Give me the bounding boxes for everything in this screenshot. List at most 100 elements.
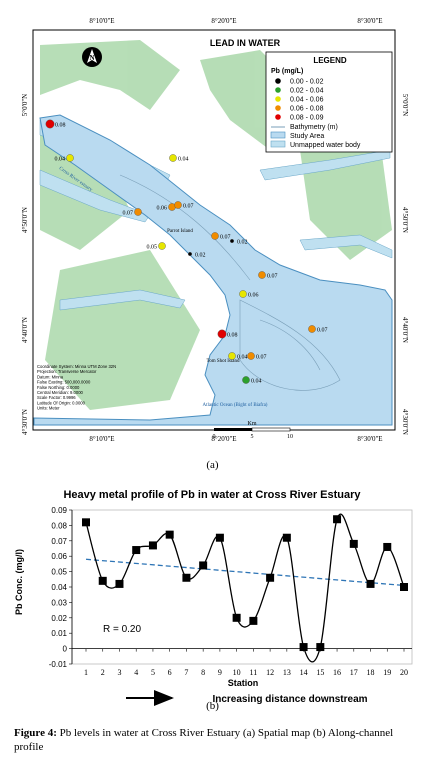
data-point <box>132 546 141 555</box>
station-label: 0.08 <box>227 333 238 339</box>
bathymetry-contours <box>119 174 341 391</box>
station-marker <box>242 376 250 384</box>
caption-label: Figure 4: <box>14 727 57 739</box>
x-tick-label: 15 <box>316 668 324 677</box>
legend-swatch <box>275 78 281 84</box>
y-tick-label: 0.05 <box>51 568 67 577</box>
station-marker <box>174 201 182 209</box>
x-tick-label: 20 <box>400 668 408 677</box>
map-right-tick: 4°50'0"N <box>401 207 409 233</box>
x-tick-label: 18 <box>367 668 375 677</box>
y-tick-label: 0.03 <box>51 598 67 607</box>
data-point <box>199 561 208 570</box>
map-info-line: Projection: Transverse Mercator <box>37 369 97 374</box>
x-tick-label: 16 <box>333 668 341 677</box>
x-tick-label: 7 <box>184 668 188 677</box>
data-point <box>82 518 90 527</box>
y-tick-label: 0.02 <box>51 614 67 623</box>
station-label: 0.04 <box>55 157 66 163</box>
data-point <box>98 576 107 585</box>
station-label: 0.07 <box>317 328 328 334</box>
x-tick-label: 17 <box>350 668 358 677</box>
station-marker <box>308 325 316 333</box>
x-tick-label: 10 <box>233 668 241 677</box>
station-label: 0.07 <box>267 274 278 280</box>
data-point <box>333 515 342 524</box>
figure-caption: Figure 4: Pb levels in water at Cross Ri… <box>14 726 419 754</box>
map-info-line: False Easting: 500,000.0000 <box>37 380 91 385</box>
x-tick-label: 12 <box>266 668 274 677</box>
map-info-line: Central Meridian: 9.0000 <box>37 390 84 395</box>
data-point <box>249 616 258 625</box>
panel-label-a: (a) <box>206 459 219 471</box>
legend-swatch <box>275 114 281 120</box>
map-left-tick: 4°40'0"N <box>21 317 29 343</box>
caption-text: Pb levels in water at Cross River Estuar… <box>14 727 394 753</box>
scale-tick: 10 <box>287 434 293 440</box>
data-point <box>215 533 224 542</box>
map-stations: 0.08 0.04 0.04 0.07 0.06 0.07 0.05 0.02 0.07 0.02… <box>45 119 328 385</box>
x-tick-label: 8 <box>201 668 205 677</box>
station-label: 0.06 <box>248 293 259 299</box>
trend-line <box>85 558 405 587</box>
station-marker <box>134 208 142 216</box>
data-point <box>383 542 392 551</box>
scale-unit: Km <box>248 421 257 427</box>
map-info-line: Latitude Of Origin: 0.0000 <box>37 400 86 405</box>
station-label: 0.07 <box>123 211 134 217</box>
map-left-tick: 4°30'0"N <box>21 409 29 435</box>
legend-study-area-swatch <box>270 131 286 139</box>
station-marker <box>187 251 192 256</box>
map-info-line: Scale Factor: 0.9996 <box>37 395 76 400</box>
x-tick-label: 6 <box>168 668 172 677</box>
y-tick-label: -0.01 <box>49 660 68 669</box>
scale-tick: 0 <box>213 434 216 440</box>
y-tick-label: 0.08 <box>51 521 67 530</box>
map-left-tick: 4°50'0"N <box>21 207 29 233</box>
legend-swatch <box>275 87 281 93</box>
x-tick-label: 11 <box>250 668 258 677</box>
station-marker <box>211 232 219 240</box>
map-top-tick: 8°20'0"E <box>211 17 236 25</box>
place-label-tom-shot-island: Tom Shot Island <box>207 359 240 364</box>
north-label: N <box>89 54 94 62</box>
legend-unmapped-label: Unmapped water body <box>290 142 361 149</box>
map-title: LEAD IN WATER <box>210 38 281 48</box>
station-label: 0.04 <box>251 379 262 385</box>
spatial-map-panel: LEAD IN WATER 8°10'0"E 8°20'0"E 8°30'0"E… <box>21 17 409 443</box>
legend-swatch <box>275 105 281 111</box>
map-right-tick: 4°40'0"N <box>401 317 409 343</box>
station-marker <box>258 271 266 279</box>
data-point <box>165 530 174 539</box>
data-point <box>182 573 191 582</box>
x-tick-label: 13 <box>283 668 291 677</box>
data-point <box>115 579 124 588</box>
place-label-atlantic: Atlantic Ocean (Bight of Biafra) <box>203 403 268 408</box>
scale-tick: 5 <box>251 434 254 440</box>
station-marker <box>45 119 55 129</box>
map-info-line: Coordinate System: Minna UTM Zone 32N <box>37 364 116 369</box>
study-area <box>33 114 393 426</box>
station-label: 0.07 <box>220 235 231 241</box>
map-right-tick: 4°30'0"N <box>401 409 409 435</box>
map-info-line: Units: Meter <box>37 406 60 411</box>
y-tick-label: 0 <box>63 645 68 654</box>
x-tick-label: 3 <box>117 668 121 677</box>
chart-y-axis-label: Pb Conc. (mg/l) <box>14 549 24 615</box>
map-left-tick: 5°0'0"N <box>21 94 29 116</box>
panel-label-b: (b) <box>206 700 219 712</box>
station-label: 0.02 <box>237 240 248 246</box>
legend-study-area-label: Study Area <box>290 133 324 140</box>
y-tick-label: 0.04 <box>51 583 67 592</box>
x-tick-label: 19 <box>383 668 391 677</box>
station-marker <box>239 290 247 298</box>
data-point <box>232 613 241 622</box>
data-point <box>299 643 308 652</box>
y-tick-label: 0.09 <box>51 506 67 515</box>
x-tick-label: 4 <box>134 668 138 677</box>
data-point <box>148 541 157 550</box>
legend-bathymetry-label: Bathymetry (m) <box>290 124 338 131</box>
legend-swatch <box>275 96 281 102</box>
station-marker <box>217 329 227 339</box>
chart-panel: Heavy metal profile of Pb in water at Cr… <box>0 480 425 718</box>
